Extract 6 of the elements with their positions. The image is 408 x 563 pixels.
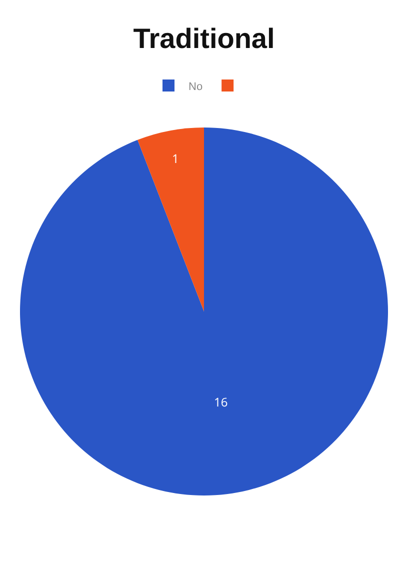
data-label: 1 [172, 150, 179, 168]
legend-label: No [188, 80, 203, 93]
pie-slice [138, 128, 204, 312]
chart-title: Traditional [133, 22, 275, 54]
pie-slice [20, 128, 388, 496]
data-label: 16 [214, 393, 228, 410]
